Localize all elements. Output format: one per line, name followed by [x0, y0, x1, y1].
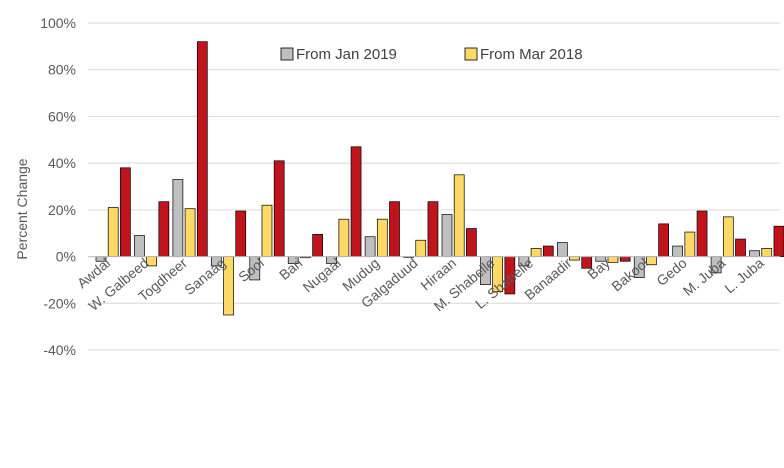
y-tick-label: 0%	[56, 249, 76, 265]
bar-1-hiraan	[441, 214, 453, 257]
bar-3-l-shabelle	[542, 245, 554, 257]
bar-3-l-juba	[773, 225, 784, 257]
bar-2-awdal	[107, 207, 119, 257]
y-tick-label: -20%	[43, 295, 76, 311]
legend: From Jan 2019 From Mar 2018	[280, 46, 583, 63]
bar-2-l-juba	[761, 248, 773, 257]
bar-3-w-galbeed	[158, 201, 170, 257]
bar-1-mudug	[364, 236, 376, 257]
y-tick-label: 60%	[48, 108, 76, 124]
y-axis-label: Percent Change	[14, 158, 30, 259]
bar-3-galgaduud	[427, 201, 439, 257]
bar-3-m-juba	[735, 238, 746, 257]
category-label: L. Juba	[721, 254, 767, 296]
bar-3-bari	[312, 234, 323, 257]
bar-3-sanaag	[235, 210, 247, 257]
bar-3-mudug	[389, 201, 400, 257]
bar-3-nugaal	[350, 146, 362, 257]
category-label: Sool	[235, 255, 267, 285]
legend-label-jan2019: From Jan 2019	[296, 46, 397, 63]
bar-1-banaadir	[556, 242, 568, 257]
bar-2-banaadir	[569, 256, 580, 261]
bar-3-gedo	[696, 210, 708, 257]
legend-label-mar2018: From Mar 2018	[480, 46, 583, 63]
bar-3-sool	[273, 160, 285, 257]
y-tick-label: 80%	[48, 62, 76, 78]
bar-1-togdheer	[172, 179, 184, 257]
category-label: Sanaag	[181, 255, 228, 298]
bar-3-bay	[619, 256, 631, 262]
category-label: M. Juba	[680, 254, 729, 298]
bar-3-bakool	[658, 223, 669, 257]
bar-2-gedo	[684, 231, 696, 257]
y-tick-label: 100%	[40, 15, 76, 31]
bar-2-togdheer	[184, 208, 196, 257]
bar-3-togdheer	[196, 41, 208, 257]
y-tick-label: 40%	[48, 155, 76, 171]
category-label: Nugaal	[300, 255, 344, 296]
bar-2-l-shabelle	[530, 248, 542, 257]
y-tick-label: -40%	[43, 342, 76, 358]
bar-3-hiraan	[466, 228, 477, 257]
bar-2-m-juba	[722, 216, 734, 257]
bar-2-nugaal	[338, 218, 350, 257]
legend-swatch-mar2018	[464, 47, 478, 61]
y-axis-ticks: -40% -20% 0% 20% 40% 60% 80% 100%	[40, 15, 76, 358]
bar-2-bay	[607, 256, 619, 263]
category-label: Bari	[276, 255, 305, 283]
legend-swatch-jan2019	[280, 47, 294, 61]
bar-2-sool	[261, 204, 273, 257]
bar-2-mudug	[376, 218, 388, 257]
bar-1-w-galbeed	[134, 235, 145, 257]
bar-2-galgaduud	[415, 239, 427, 257]
bar-2-hiraan	[453, 174, 465, 257]
y-tick-label: 20%	[48, 202, 76, 218]
bar-3-awdal	[120, 167, 131, 257]
